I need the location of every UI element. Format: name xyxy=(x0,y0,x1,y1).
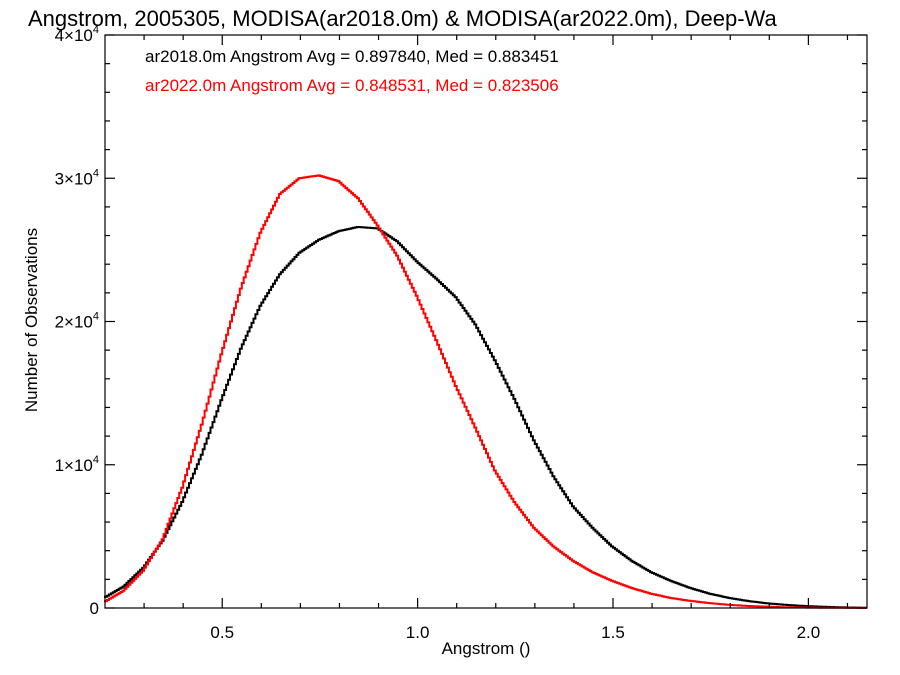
plot-frame xyxy=(104,34,868,609)
x-tick-label: 2.0 xyxy=(797,623,821,642)
series-layer xyxy=(104,174,867,609)
legend-entry-ar2022: ar2022.0m Angstrom Avg = 0.848531, Med =… xyxy=(145,76,559,95)
y-tick-label: 3×104 xyxy=(55,167,99,188)
series-line-0 xyxy=(104,226,867,609)
y-tick-label: 1×104 xyxy=(55,454,99,475)
y-tick-label: 0 xyxy=(90,599,99,618)
y-tick-label: 4×104 xyxy=(55,24,99,45)
chart-title: Angstrom, 2005305, MODISA(ar2018.0m) & M… xyxy=(28,6,777,31)
y-axis: 0 1×104 2×104 3×104 4×104 xyxy=(55,24,867,618)
x-axis: 0.5 1.0 1.5 2.0 xyxy=(143,35,849,642)
x-tick-label: 1.5 xyxy=(601,623,625,642)
legend-entry-ar2018: ar2018.0m Angstrom Avg = 0.897840, Med =… xyxy=(145,47,559,66)
x-tick-label: 1.0 xyxy=(406,623,430,642)
y-axis-label: Number of Observations xyxy=(22,228,41,412)
series-line-1 xyxy=(104,174,867,609)
x-axis-label: Angstrom () xyxy=(442,639,531,658)
y-tick-label: 2×104 xyxy=(55,311,99,332)
x-tick-label: 0.5 xyxy=(210,623,234,642)
